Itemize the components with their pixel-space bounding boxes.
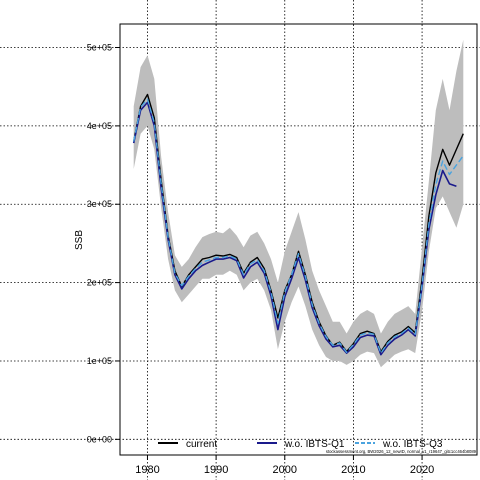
series-line-w-o-ibts-q1 bbox=[132, 101, 457, 356]
x-axis: 1980 1990 2000 2010 2020 bbox=[135, 455, 434, 476]
series-line-current bbox=[133, 93, 464, 353]
y-tick-label: 3e+05 bbox=[87, 199, 112, 209]
series-line-w-o-ibts-q3 bbox=[133, 98, 464, 354]
x-tick-label: 2000 bbox=[273, 464, 297, 476]
x-tick-label: 1990 bbox=[204, 464, 228, 476]
x-tick-label: 2010 bbox=[341, 464, 365, 476]
plot-frame bbox=[119, 23, 478, 456]
legend: current w.o. IBTS-Q1 w.o. IBTS-Q3 bbox=[158, 439, 443, 450]
x-tick-label: 2020 bbox=[410, 464, 434, 476]
x-tick-label: 1980 bbox=[135, 464, 159, 476]
y-tick-label: 5e+05 bbox=[87, 43, 112, 53]
footnote: stockassessment.org, BW2026_12_newID, no… bbox=[326, 449, 477, 454]
y-tick-label: 1e+05 bbox=[87, 356, 112, 366]
legend-label: current bbox=[186, 439, 217, 450]
y-tick-label: 2e+05 bbox=[87, 278, 112, 288]
y-tick-label: 0e+00 bbox=[87, 434, 112, 444]
y-tick-label: 4e+05 bbox=[87, 121, 112, 131]
y-axis: 0e+00 1e+05 2e+05 3e+05 4e+05 5e+05 bbox=[87, 43, 120, 444]
legend-label: w.o. IBTS-Q1 bbox=[284, 439, 345, 450]
y-axis-label: SSB bbox=[74, 230, 85, 250]
series-lines bbox=[132, 93, 464, 356]
legend-label: w.o. IBTS-Q3 bbox=[382, 439, 443, 450]
